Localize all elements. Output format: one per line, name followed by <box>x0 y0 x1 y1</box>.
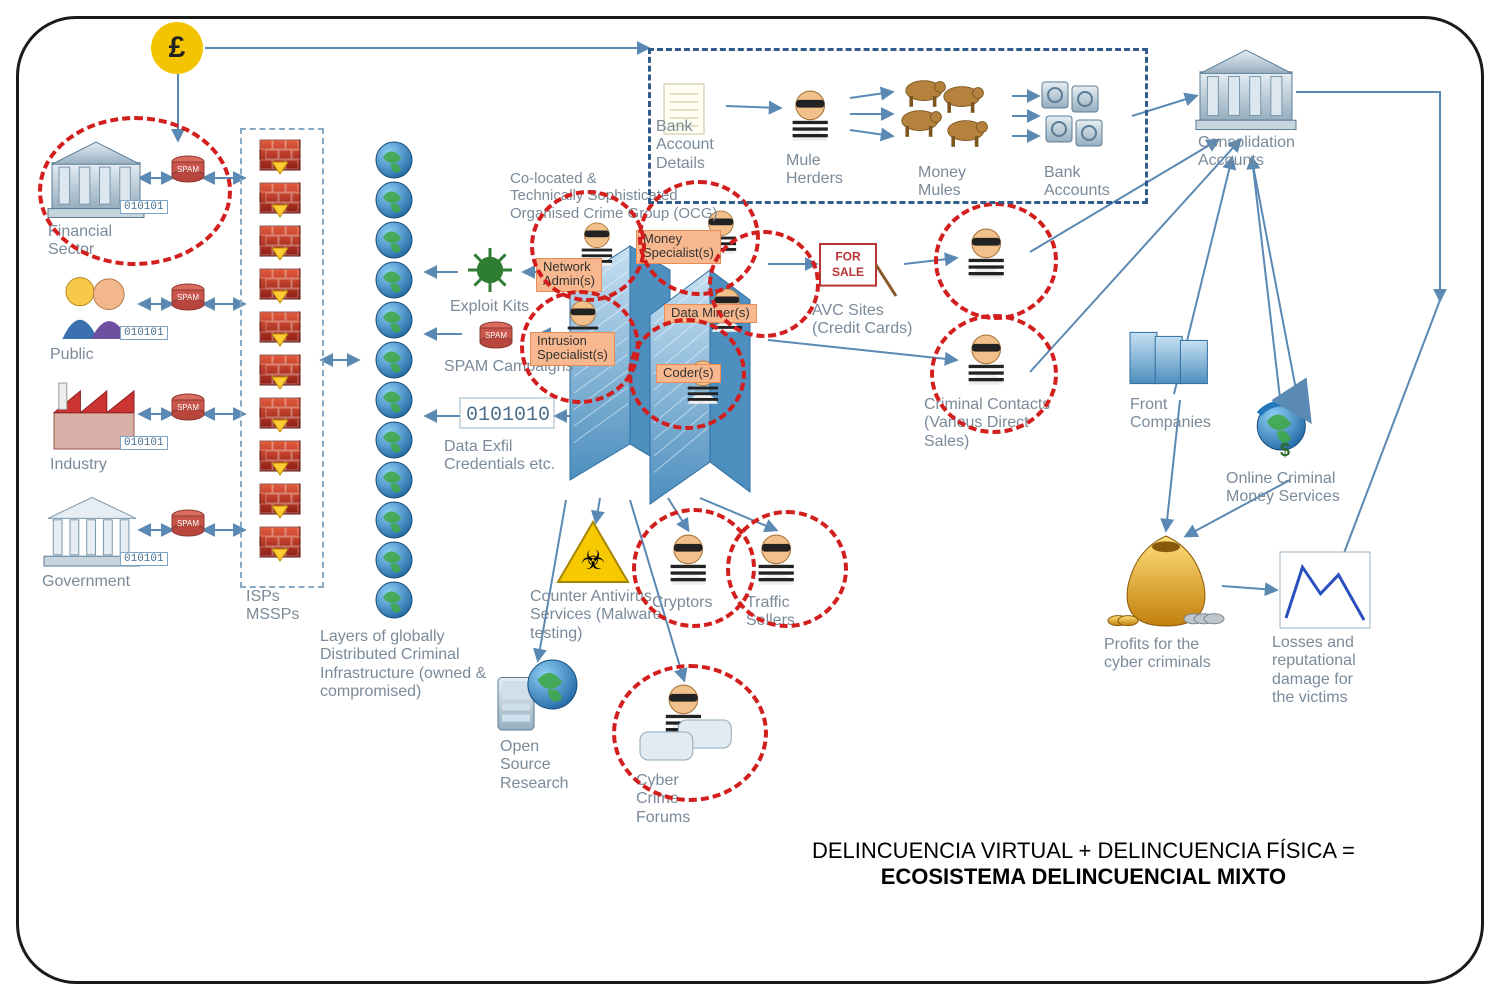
label-profits: Profits for the cyber criminals <box>1104 636 1211 673</box>
svg-text:SPAM: SPAM <box>177 293 199 302</box>
svg-text:0101010: 0101010 <box>466 404 550 427</box>
label-isps: ISPs MSSPs <box>246 588 299 625</box>
role-box: Data Miner(s) <box>664 304 757 323</box>
binary-tag: 010101 <box>120 200 168 214</box>
label-traffic: Traffic Sellers <box>746 594 795 631</box>
ocg-title: Co-located & Technically Sophisticated O… <box>510 170 718 222</box>
label-exploit: Exploit Kits <box>450 298 529 316</box>
caption-line2: ECOSISTEMA DELINCUENCIAL MIXTO <box>812 864 1355 890</box>
binary-tag: 010101 <box>120 552 168 566</box>
svg-text:☣: ☣ <box>581 545 605 575</box>
role-box: Coder(s) <box>656 364 721 383</box>
role-box: Network Admin(s) <box>536 258 602 292</box>
binary-tag: 010101 <box>120 326 168 340</box>
svg-text:FOR: FOR <box>835 250 861 264</box>
label-data: Data Exfil Credentials etc. <box>444 438 555 475</box>
label-forums: Cyber Crime Forums <box>636 772 690 827</box>
svg-text:SPAM: SPAM <box>177 403 199 412</box>
label-gov: Government <box>42 573 130 591</box>
label-money_mules: Money Mules <box>918 164 966 201</box>
label-front: Front Companies <box>1130 396 1211 433</box>
svg-text:SPAM: SPAM <box>177 519 199 528</box>
label-consolidation: Consolidation Accounts <box>1198 134 1295 171</box>
svg-text:SPAM: SPAM <box>485 331 507 340</box>
label-osr: Open Source Research <box>500 738 568 793</box>
label-bank_details: Bank Account Details <box>656 118 714 173</box>
svg-text:$: $ <box>1280 440 1290 460</box>
label-cryptors: Cryptors <box>652 594 712 612</box>
caption: DELINCUENCIA VIRTUAL + DELINCUENCIA FÍSI… <box>812 838 1355 890</box>
label-mule_herders: Mule Herders <box>786 152 843 189</box>
label-public: Public <box>50 346 94 364</box>
label-financial: Financial Sector <box>48 223 112 260</box>
label-layers: Layers of globally Distributed Criminal … <box>320 628 486 702</box>
svg-text:SALE: SALE <box>832 265 864 279</box>
label-bank_accounts: Bank Accounts <box>1044 164 1110 201</box>
binary-tag: 010101 <box>120 436 168 450</box>
label-criminal_contacts: Criminal Contacts (Various Direct Sales) <box>924 396 1050 451</box>
label-losses: Losses and reputational damage for the v… <box>1272 634 1356 708</box>
caption-line1: DELINCUENCIA VIRTUAL + DELINCUENCIA FÍSI… <box>812 838 1355 864</box>
label-ocms: Online Criminal Money Services <box>1226 470 1340 507</box>
label-cav: Counter Antivirus Services (Malware test… <box>530 588 662 643</box>
label-avc: AVC Sites (Credit Cards) <box>812 302 912 339</box>
role-box: Money Specialist(s) <box>636 230 721 264</box>
role-box: Intrusion Specialist(s) <box>530 332 615 366</box>
pound-icon: £ <box>151 22 203 74</box>
pound-symbol: £ <box>169 31 186 65</box>
label-industry: Industry <box>50 456 107 474</box>
svg-text:SPAM: SPAM <box>177 165 199 174</box>
